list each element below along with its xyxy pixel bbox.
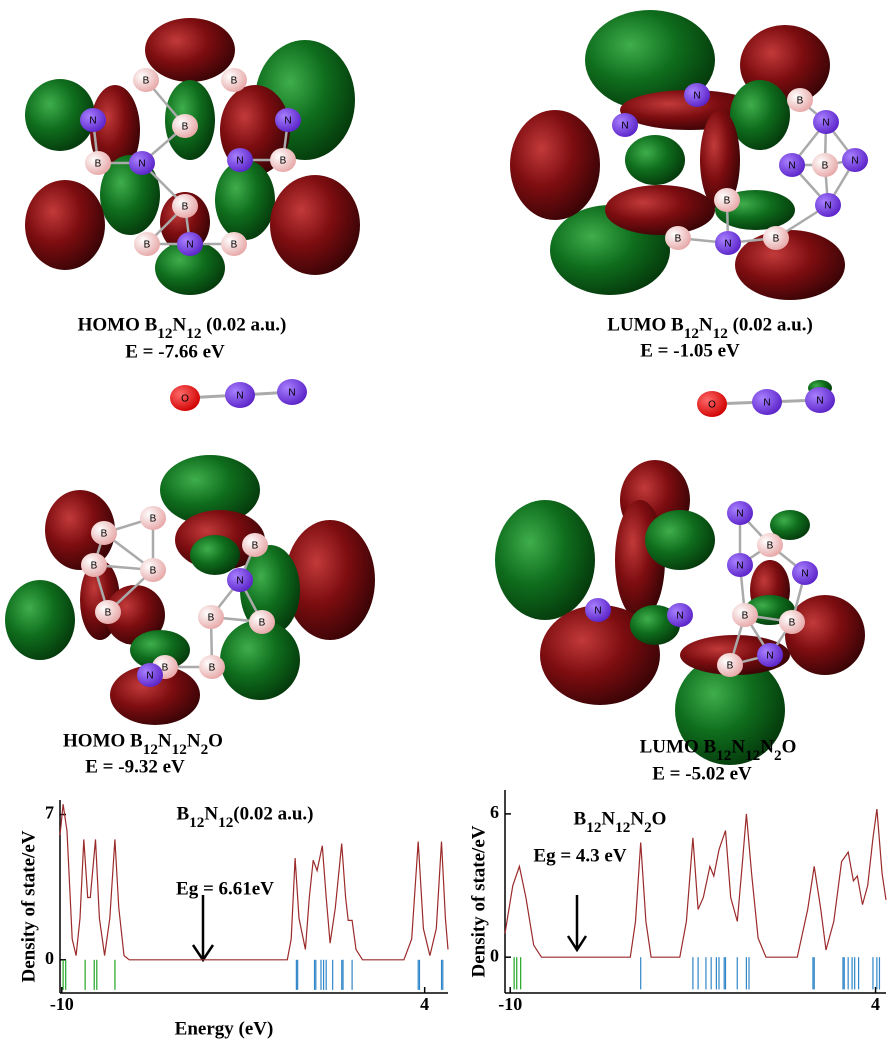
atom-label: B xyxy=(231,240,238,251)
atom-label: O xyxy=(708,400,716,411)
atom-label: N xyxy=(763,398,770,409)
atom-label: B xyxy=(789,618,796,629)
atom-label: N xyxy=(236,576,243,587)
atom-label: B xyxy=(767,541,774,552)
atom-label: B xyxy=(182,202,189,213)
orbital-energy: E = -7.66 eV xyxy=(125,341,225,362)
x-tick-label: -10 xyxy=(498,994,522,1014)
y-axis-label: Density of state/eV xyxy=(18,830,39,982)
x-tick-label: 4 xyxy=(871,994,880,1014)
atom-label: N xyxy=(736,561,743,572)
orbital-title: HOMO B12N12 (0.02 a.u.) xyxy=(78,314,287,342)
gap-arrow xyxy=(568,895,586,950)
atom-label: B xyxy=(105,608,112,619)
atom-label: O xyxy=(181,394,189,405)
atom-label: N xyxy=(621,121,628,132)
gap-annotation: Eg = 4.3 eV xyxy=(533,845,626,866)
atom-label: N xyxy=(851,156,858,167)
atom-label: B xyxy=(101,529,108,540)
chart-title: B12N12(0.02 a.u.) xyxy=(176,803,313,831)
orbital-lobes xyxy=(5,10,865,765)
atom-label: B xyxy=(162,663,169,674)
atom-label: N xyxy=(236,391,243,402)
gap-arrow xyxy=(193,895,213,960)
atom-label: N xyxy=(186,240,193,251)
atom-label: B xyxy=(150,514,157,525)
chart-title: B12N12N2O xyxy=(574,808,667,836)
atom-label: N xyxy=(146,671,153,682)
atom-label: N xyxy=(766,651,773,662)
atom-label: B xyxy=(143,76,150,87)
atom-label: B xyxy=(742,611,749,622)
atom-label: B xyxy=(144,240,151,251)
gap-annotation: Eg = 6.61eV xyxy=(176,878,274,899)
atom-label: B xyxy=(182,122,189,133)
atom-label: N xyxy=(89,116,96,127)
atom-label: B xyxy=(91,561,98,572)
atom-label: N xyxy=(822,118,829,129)
figure: BBNBBNNBBBNBNNNNBNBNBNBNBONNONNBBBBBNBBB… xyxy=(0,0,889,1050)
atom-label: B xyxy=(231,76,238,87)
orbital-energy: E = -9.32 eV xyxy=(85,756,185,777)
dos-curve xyxy=(505,809,886,957)
atom-label: B xyxy=(150,566,157,577)
atom-label: N xyxy=(736,509,743,520)
atom-label: N xyxy=(236,156,243,167)
y-tick-label: 0 xyxy=(45,948,54,968)
atom-label: B xyxy=(675,234,682,245)
dos-charts: 0 7 -10 4 B12N12(0.02 a.u.) Eg = 6.61eV Energy… xyxy=(18,790,886,1039)
atom-label: N xyxy=(693,91,700,102)
atom-label: N xyxy=(824,201,831,212)
atom-label: B xyxy=(724,196,731,207)
atom-label: N xyxy=(138,159,145,170)
atom-label: N xyxy=(594,606,601,617)
atom-label: B xyxy=(727,661,734,672)
atom-label: N xyxy=(801,569,808,580)
atom-label: N xyxy=(816,396,823,407)
atom-label: B xyxy=(209,663,216,674)
y-tick-label: 6 xyxy=(490,802,499,822)
atom-label: N xyxy=(724,239,731,250)
y-tick-label: 7 xyxy=(45,803,54,823)
x-axis-label: Energy (eV) xyxy=(175,1018,274,1039)
orbital-title: HOMO B12N12N2O xyxy=(63,730,223,758)
atom-label: B xyxy=(797,96,804,107)
orbital-energy: E = -1.05 eV xyxy=(640,340,740,361)
x-tick-label: -10 xyxy=(50,994,74,1014)
atom-label: N xyxy=(284,116,291,127)
atom-label: B xyxy=(280,156,287,167)
atom-label: B xyxy=(95,159,102,170)
atom-label: N xyxy=(788,161,795,172)
atom-label: B xyxy=(208,613,215,624)
atom-label: N xyxy=(288,388,295,399)
atom-label: B xyxy=(773,234,780,245)
y-axis-label: Density of state/eV xyxy=(468,825,489,977)
x-tick-label: 4 xyxy=(420,994,429,1014)
atom-label: B xyxy=(822,161,829,172)
atom-label: N xyxy=(676,611,683,622)
orbital-energy: E = -5.02 eV xyxy=(652,763,752,784)
y-tick-label: 0 xyxy=(490,945,499,965)
atom-label: B xyxy=(259,618,266,629)
orbital-title: LUMO B12N12 (0.02 a.u.) xyxy=(607,314,813,342)
atom-label: B xyxy=(252,541,259,552)
